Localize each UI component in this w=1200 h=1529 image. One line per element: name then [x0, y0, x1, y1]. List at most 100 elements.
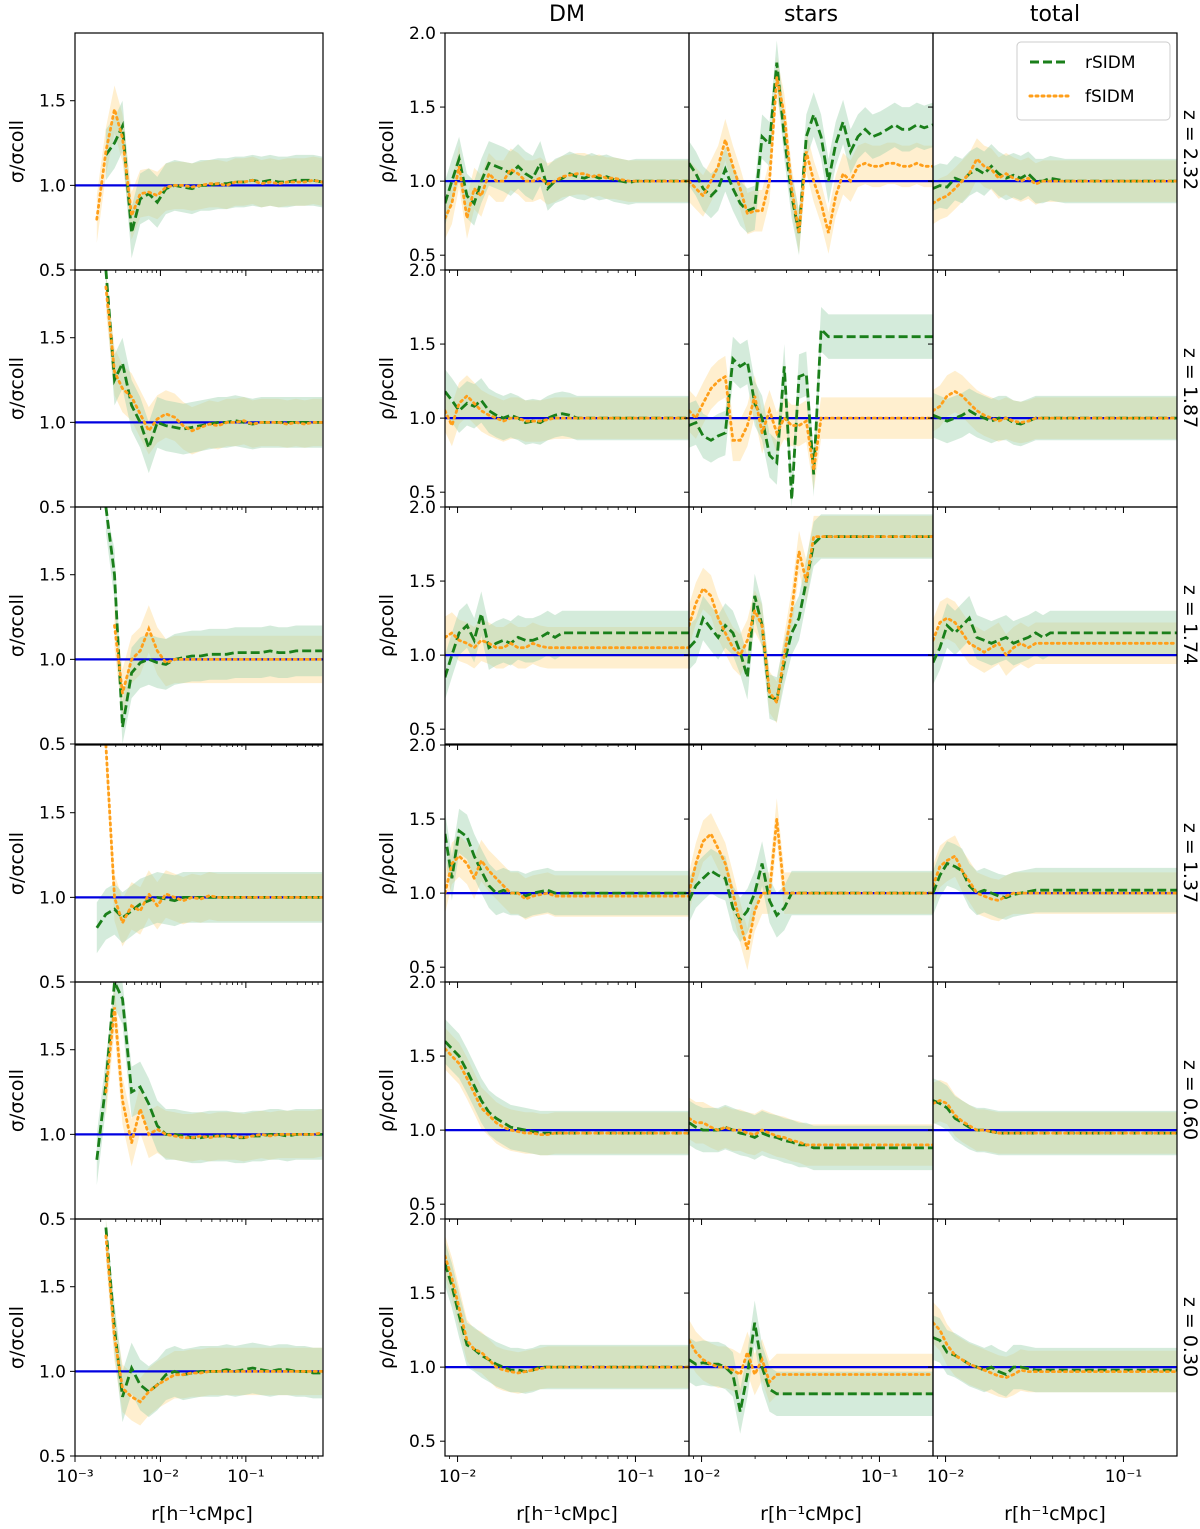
- sigma-row5-ytick-label: 1.0: [39, 1125, 66, 1145]
- stars-row6-line-rsidm: [689, 1322, 933, 1412]
- sigma-row4-ytick-label: 0.5: [39, 973, 66, 993]
- stars-row6-frame: [688, 1218, 934, 1457]
- total-row4-line-rsidm: [933, 861, 1177, 900]
- stars-row4-line-fsidm: [689, 818, 933, 950]
- uncertainty-bands: [96, 40, 1177, 1434]
- sigma-row6-xtick-label: 10⁻²: [142, 1467, 179, 1487]
- total-row1-line-fsidm: [933, 156, 1177, 205]
- dm-row2-band-rsidm: [445, 369, 689, 445]
- sigma-row6-ytick-label: 0.5: [39, 1447, 66, 1467]
- dm-row1-lines: [445, 153, 689, 220]
- sigma-row2-frame: [74, 269, 324, 508]
- sigma-row3-bands: [105, 507, 323, 744]
- stars-row1-line-fsidm: [689, 77, 933, 234]
- legend-label-fsidm: fSIDM: [1085, 87, 1135, 107]
- sigma-row6-bands: [105, 1219, 323, 1426]
- sigma-row4-ytick-label: 1.0: [39, 888, 66, 908]
- dm-row5-ylabel: ρ/ρcoll: [376, 1069, 398, 1132]
- sigma-row4-ylabel: σ/σcoll: [6, 832, 28, 895]
- dm-row4-lines: [445, 828, 689, 901]
- total-row5-band-rsidm: [933, 1078, 1177, 1156]
- sigma-row3-ytick-label: 1.0: [39, 650, 66, 670]
- sigma-row6-frame: [74, 1218, 324, 1457]
- total-row3-line-rsidm: [933, 615, 1177, 664]
- stars-row3-band-rsidm: [689, 514, 933, 722]
- dm-row6-ytick-label: 2.0: [409, 1210, 436, 1230]
- stars-row5-frame: [688, 981, 934, 1220]
- dm-row6-bands: [445, 1235, 689, 1394]
- total-row1-lines: [933, 156, 1177, 205]
- total-row3-band-fsidm: [933, 597, 1177, 676]
- sigma-row1-line-rsidm: [104, 120, 323, 234]
- dm-row4-ytick-label: 0.5: [409, 958, 436, 978]
- column-title-total: total: [1030, 2, 1080, 27]
- dm-row1-line-fsidm: [445, 166, 689, 220]
- sigma-row1-ytick-label: 1.5: [39, 92, 66, 112]
- sigma-row2-line-rsidm: [104, 270, 323, 453]
- xlabel-dm: r[h⁻¹cMpc]: [516, 1503, 618, 1525]
- stars-row5-band-fsidm: [689, 1097, 933, 1166]
- legend: rSIDM fSIDM: [1016, 41, 1171, 121]
- dm-row1-ytick-label: 0.5: [409, 246, 436, 266]
- stars-row5-band-rsidm: [689, 1100, 933, 1171]
- dm-row2-ylabel: ρ/ρcoll: [376, 357, 398, 420]
- column-title-dm: DM: [549, 2, 585, 27]
- dm-row6-line-fsidm: [445, 1254, 689, 1375]
- total-row2-line-fsidm: [933, 389, 1177, 425]
- stars-row6-xtick-label: 10⁻¹: [861, 1467, 898, 1487]
- dm-row1-bands: [445, 136, 689, 239]
- stars-row1-band-fsidm: [689, 56, 933, 254]
- total-row5-band-fsidm: [933, 1079, 1177, 1154]
- total-row6-band-rsidm: [933, 1315, 1177, 1397]
- total-row6-xtick-label: 10⁻²: [927, 1467, 964, 1487]
- dm-row6-ylabel: ρ/ρcoll: [376, 1306, 398, 1369]
- sigma-row6-line-fsidm: [104, 1234, 323, 1404]
- dm-row6-xtick-label: 10⁻¹: [617, 1467, 654, 1487]
- redshift-label-3: z = 1.74: [1179, 585, 1200, 665]
- sigma-row2-lines: [75, 270, 323, 453]
- sigma-row3-ytick-label: 0.5: [39, 735, 66, 755]
- stars-row5-bands: [689, 1097, 933, 1171]
- total-row4-bands: [933, 835, 1177, 922]
- sigma-row1-line-fsidm: [95, 108, 323, 221]
- dm-row6-lines: [445, 1254, 689, 1375]
- stars-row4-bands: [689, 798, 933, 971]
- sigma-row6-ytick-label: 1.0: [39, 1362, 66, 1382]
- redshift-label-2: z = 1.87: [1179, 348, 1200, 428]
- dm-row1-ytick-label: 1.5: [409, 98, 436, 118]
- dm-row6-ytick-label: 0.5: [409, 1432, 436, 1452]
- sigma-row4-bands: [96, 745, 323, 954]
- stars-row4-band-rsidm: [689, 841, 933, 942]
- stars-row3-lines: [689, 535, 933, 707]
- dm-row6-ytick-label: 1.0: [409, 1358, 436, 1378]
- dm-row3-ytick-label: 0.5: [409, 720, 436, 740]
- sigma-row3-frame: [74, 506, 324, 745]
- total-row3-line-fsidm: [933, 616, 1177, 658]
- axis-ticks: 0.51.01.50.51.01.50.51.01.50.51.01.50.51…: [39, 24, 1142, 1487]
- stars-row6-band-rsidm: [689, 1300, 933, 1434]
- dm-row1-ytick-label: 1.0: [409, 172, 436, 192]
- legend-box: [1016, 41, 1171, 121]
- sigma-row5-band-fsidm: [105, 983, 323, 1167]
- dm-row3-line-fsidm: [445, 631, 689, 650]
- stars-row1-line-rsidm: [689, 62, 933, 234]
- stars-row2-band-fsidm: [689, 355, 933, 491]
- stars-row6-line-fsidm: [689, 1339, 933, 1385]
- dm-row2-line-fsidm: [445, 393, 689, 430]
- total-row4-lines: [933, 854, 1177, 902]
- stars-row1-lines: [689, 62, 933, 234]
- dm-row3-ytick-label: 2.0: [409, 498, 436, 518]
- dm-row5-ytick-label: 1.0: [409, 1121, 436, 1141]
- sigma-row2-band-fsidm: [105, 270, 323, 455]
- stars-row1-bands: [689, 40, 933, 256]
- total-row2-bands: [933, 370, 1177, 447]
- stars-row2-bands: [689, 307, 933, 507]
- sigma-row5-line-fsidm: [104, 1007, 323, 1144]
- sigma-row1-band-fsidm: [96, 85, 323, 243]
- total-row5-lines: [933, 1098, 1177, 1135]
- redshift-label-5: z = 0.60: [1179, 1060, 1200, 1140]
- sigma-row2-bands: [105, 270, 323, 474]
- stars-row1-band-rsidm: [689, 40, 933, 256]
- xlabel-stars: r[h⁻¹cMpc]: [760, 1503, 862, 1525]
- total-row6-frame: [932, 1218, 1178, 1457]
